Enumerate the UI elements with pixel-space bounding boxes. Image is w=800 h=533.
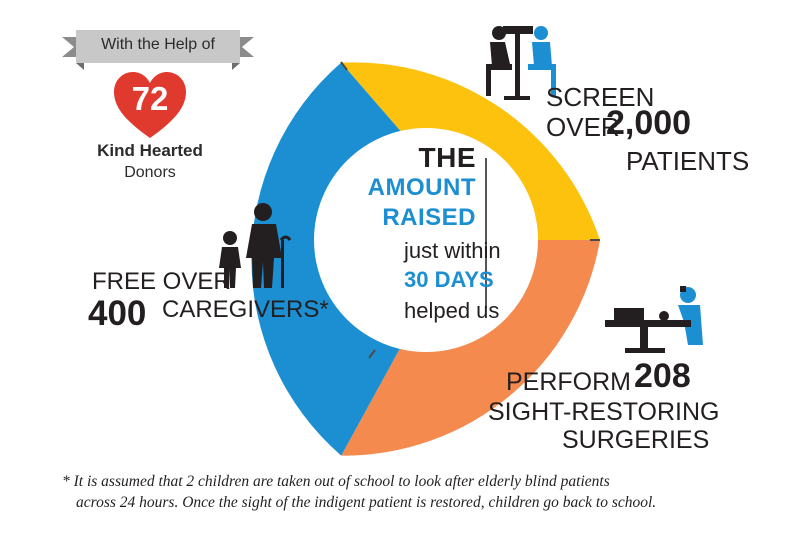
surgeries-label-line3: SURGERIES (562, 426, 710, 454)
center-line-days: 30 DAYS (404, 267, 494, 292)
center-circle (314, 128, 538, 352)
center-line-the: THE (418, 142, 476, 173)
footnote-line1: * It is assumed that 2 children are take… (62, 473, 610, 490)
center-line-raised: RAISED (382, 204, 476, 231)
surgeries-label-line2: SIGHT-RESTORING (488, 398, 720, 426)
center-line-helped: helped us (404, 298, 500, 323)
elderly-child-icon (219, 203, 292, 288)
donor-label-line2: Donors (124, 164, 176, 181)
donor-label-line1: Kind Hearted (97, 141, 203, 160)
ring-segment-surgeries (341, 240, 600, 456)
donor-count: 72 (131, 80, 169, 117)
screen-label-line3: PATIENTS (626, 146, 750, 176)
surgeries-label-line1: PERFORM (506, 368, 631, 396)
center-line-within: just within (404, 238, 501, 263)
footnote-line2: across 24 hours. Once the sight of the i… (76, 494, 657, 511)
caregivers-label-line2: CAREGIVERS* (162, 296, 329, 323)
screen-label-line1: SCREEN (546, 82, 655, 112)
surgeries-number: 208 (634, 357, 691, 395)
screen-number: 2,000 (606, 104, 692, 142)
caregivers-label-line1: FREE OVER (92, 268, 231, 295)
surgeon-icon (605, 286, 703, 353)
heart-icon (114, 72, 186, 138)
caregivers-number: 400 (88, 294, 147, 333)
donor-banner (62, 30, 254, 70)
screen-label-over: OVER (546, 112, 620, 142)
banner-text: With the Help of (101, 36, 215, 53)
center-line-amount: AMOUNT (367, 174, 476, 201)
doctor-patient-icon (486, 26, 556, 100)
center-divider (485, 158, 487, 308)
